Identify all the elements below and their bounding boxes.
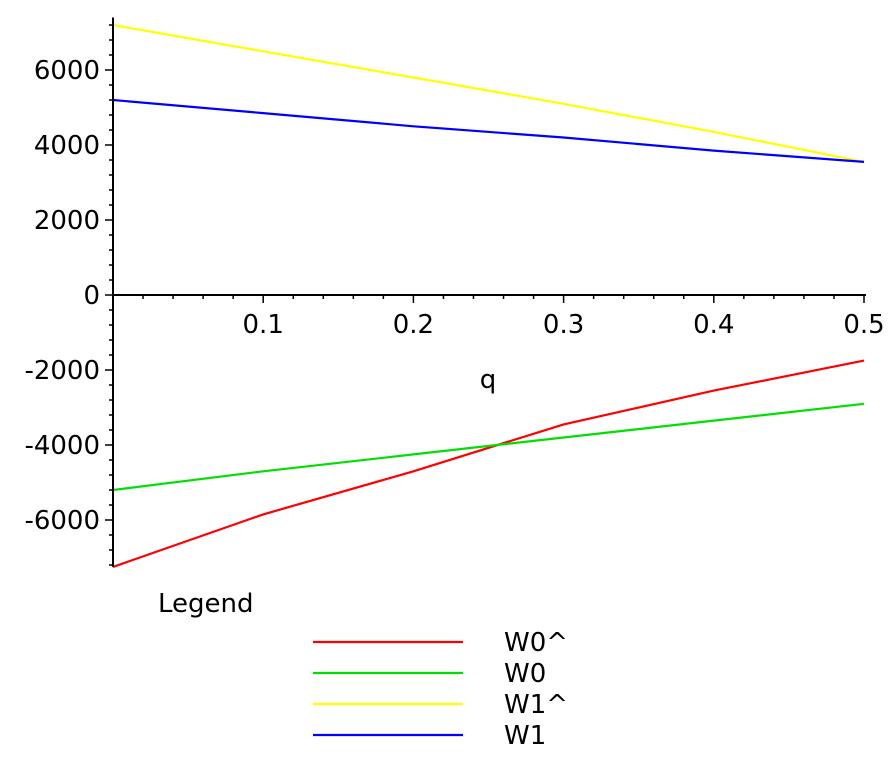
legend-title: Legend (158, 589, 254, 619)
series-line (112, 359, 865, 568)
series-line (112, 98, 865, 163)
y-tick-label: -2000 (24, 356, 100, 386)
x-tick-label: 0.3 (543, 310, 584, 340)
legend-label: W1^ (504, 690, 568, 720)
x-tick-label: 0.1 (243, 310, 284, 340)
series-layer (112, 23, 865, 568)
legend-label: W1 (504, 721, 546, 751)
x-tick-label: 0.5 (843, 310, 884, 340)
axes-layer (112, 17, 866, 567)
legend-label: W0^ (504, 628, 568, 658)
y-tick-label: -4000 (24, 431, 100, 461)
y-tick-label: -6000 (24, 506, 100, 536)
series-line (112, 23, 865, 163)
legend-label: W0 (504, 659, 546, 689)
y-tick-label: 6000 (34, 56, 100, 86)
x-tick-label: 0.2 (393, 310, 434, 340)
x-axis-label: q (480, 365, 497, 395)
x-tick-label: 0.4 (693, 310, 734, 340)
series-line (112, 402, 865, 492)
y-tick-label: 4000 (34, 131, 100, 161)
y-tick-label: 0 (83, 281, 100, 311)
y-tick-label: 2000 (34, 206, 100, 236)
ticks-layer: 6000 4000 2000 0 -2000 -4000 -6000 0.1 0.2 0.3 0.4… (24, 24, 885, 566)
